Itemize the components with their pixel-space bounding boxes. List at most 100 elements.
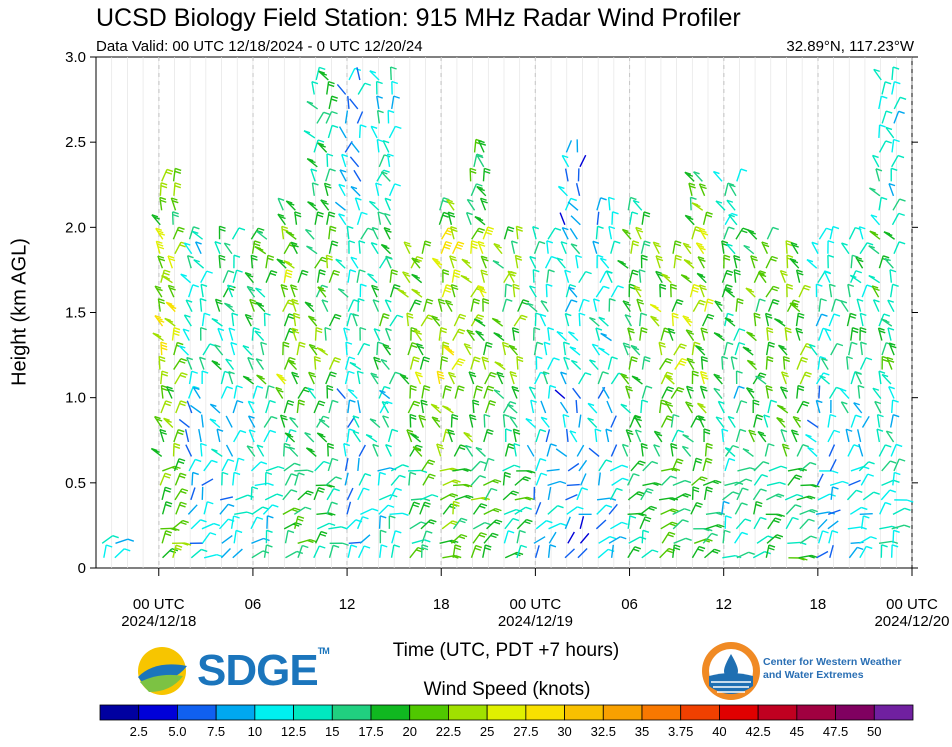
wind-barb [403, 241, 412, 255]
wind-barb [516, 470, 536, 474]
wind-barb [730, 356, 738, 370]
wind-barb [470, 475, 486, 486]
wind-barb [817, 493, 836, 501]
wind-barb [734, 478, 753, 487]
wind-barb [858, 226, 866, 240]
wind-barb [661, 531, 676, 544]
wind-barb [188, 226, 200, 240]
wind-barb [409, 546, 425, 559]
wind-barb [316, 111, 330, 124]
wind-barb [796, 384, 805, 399]
wind-barb [503, 226, 515, 240]
wind-barb [672, 508, 691, 515]
wind-barb [103, 544, 113, 558]
wind-barb [439, 539, 459, 544]
x-axis-label: Time (UTC, PDT +7 hours) [392, 640, 620, 661]
wind-barb [588, 359, 599, 371]
wind-barb [493, 389, 505, 400]
wind-barb [858, 443, 864, 457]
wind-barb [357, 400, 361, 414]
wind-barb [547, 327, 555, 341]
wind-barb [437, 298, 446, 312]
wind-barb [748, 429, 757, 443]
wind-barb [303, 130, 316, 139]
wind-barb [483, 428, 494, 443]
wind-barb [318, 418, 330, 429]
wind-barb [734, 502, 748, 515]
wind-barb [608, 536, 627, 544]
wind-barb [502, 413, 510, 428]
wind-barb [199, 298, 207, 312]
wind-barb [325, 371, 337, 385]
wind-barb [174, 472, 187, 486]
wind-barb [878, 444, 892, 457]
wind-barb [281, 225, 289, 240]
wind-barb [685, 385, 694, 399]
wind-barb [328, 240, 339, 254]
wind-barb [251, 550, 270, 559]
wind-barb [786, 283, 794, 298]
wind-barb [277, 213, 286, 226]
wind-barb [377, 471, 386, 486]
wind-barb [209, 418, 221, 429]
wind-barb [594, 428, 602, 443]
wind-barb [200, 414, 204, 428]
wind-barb [697, 415, 706, 428]
wind-barb [661, 467, 681, 472]
wind-barb [547, 505, 564, 515]
wind-barb [483, 341, 493, 356]
wind-barb [605, 270, 613, 283]
wind-barb [385, 444, 392, 457]
wind-barb [698, 183, 707, 197]
wind-barb [715, 416, 725, 428]
wind-barb [311, 81, 319, 95]
cw3e-drop-icon [702, 642, 760, 700]
wind-barb [159, 196, 167, 211]
wind-barb [774, 318, 786, 327]
wind-barb [672, 479, 692, 487]
wind-barb [388, 371, 402, 385]
wind-barb [211, 360, 222, 371]
wind-barb [192, 386, 201, 399]
wind-barb [442, 479, 461, 487]
wind-barb [452, 544, 462, 558]
wind-barb [512, 283, 520, 298]
colorbar-swatch [641, 704, 682, 721]
wind-barb [217, 327, 225, 341]
wind-barb [597, 472, 601, 486]
wind-barb [761, 241, 770, 255]
wind-barb [652, 241, 661, 255]
wind-barb [564, 269, 571, 283]
wind-barb [409, 299, 422, 312]
wind-barb [421, 459, 436, 472]
wind-barb [699, 370, 709, 385]
wind-barb [765, 544, 776, 558]
wind-barb [379, 313, 390, 327]
wind-barb [579, 154, 587, 168]
wind-barb [291, 371, 300, 385]
wind-barb [753, 474, 768, 486]
wind-barb [546, 443, 557, 457]
wind-barb [872, 299, 880, 312]
wind-barb [263, 544, 273, 558]
wind-barb [798, 554, 818, 559]
wind-barb [249, 298, 257, 312]
wind-barb [284, 529, 295, 544]
wind-barb [542, 371, 550, 385]
wind-barb [344, 356, 356, 370]
wind-barb [878, 124, 886, 138]
wind-barb [567, 462, 580, 472]
wind-barb [265, 385, 275, 399]
wind-barb [453, 483, 473, 488]
colorbar-swatch [564, 704, 604, 721]
wind-barb [254, 245, 267, 255]
wind-barb [653, 444, 661, 457]
wind-barb [421, 530, 433, 544]
wind-barb [766, 226, 779, 240]
wind-barb [627, 515, 637, 529]
wind-barb [576, 487, 589, 501]
wind-barb [173, 358, 188, 370]
wind-barb [187, 504, 198, 515]
wind-barb [641, 356, 651, 370]
wind-barb [173, 429, 185, 443]
